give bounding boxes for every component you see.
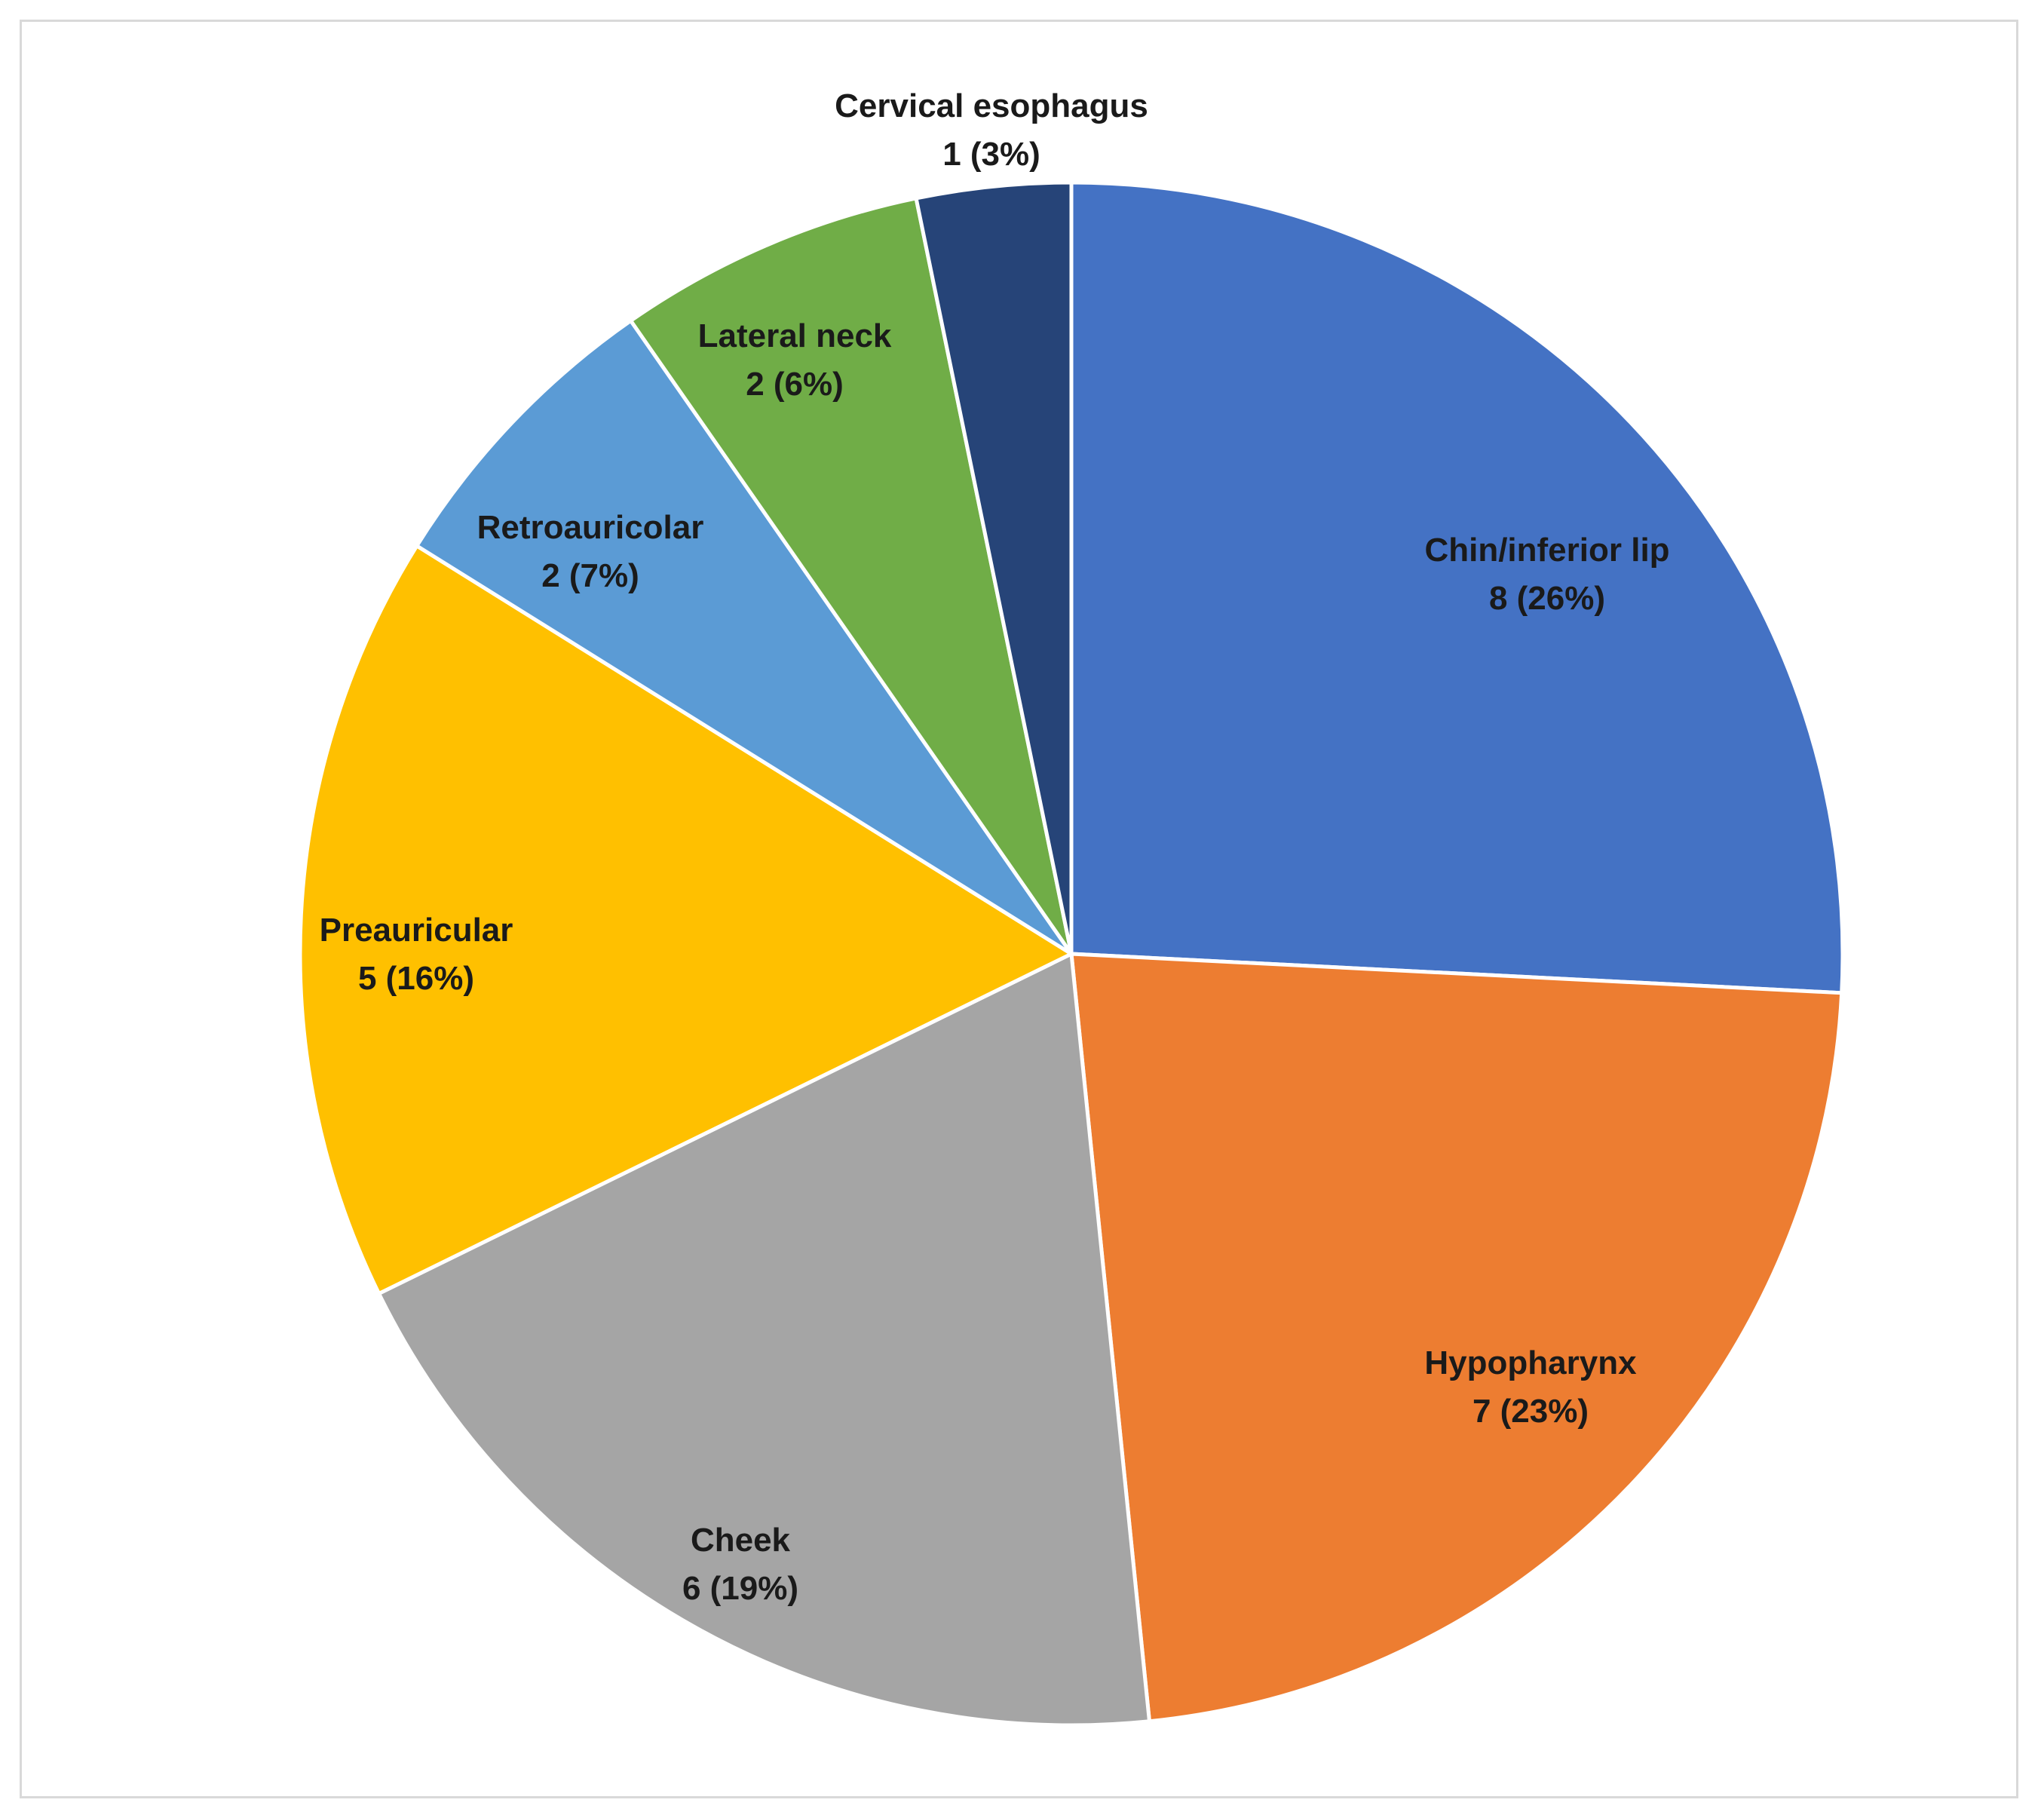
pie-slice-hypopharynx (1069, 952, 1844, 1724)
slice-label-value-lateral-neck: 2 (6%) (746, 366, 844, 403)
pie-slice-cervical-esophagus (914, 180, 1074, 956)
slice-label-value-cervical-esophagus: 1 (3%) (942, 136, 1040, 173)
slice-label-name-hypopharynx: Hypopharynx (1424, 1344, 1637, 1381)
slice-label-name-lateral-neck: Lateral neck (698, 317, 892, 354)
pie-slice-retroauricolar (415, 318, 1074, 956)
slice-label-value-retroauricolar: 2 (7%) (541, 557, 639, 594)
slice-label-value-preauricular: 5 (16%) (358, 960, 474, 997)
slice-label-name-retroauricolar: Retroauricolar (477, 509, 704, 546)
slice-label-name-chin-inferior-lip: Chin/inferior lip (1424, 532, 1669, 569)
pie-slice-lateral-neck (629, 196, 1074, 956)
slice-label-name-cheek: Cheek (691, 1522, 791, 1559)
slice-label-name-cervical-esophagus: Cervical esophagus (835, 87, 1148, 124)
slice-label-name-preauricular: Preauricular (320, 912, 513, 949)
pie-slice-preauricular (298, 544, 1074, 1296)
slice-label-value-cheek: 6 (19%) (682, 1570, 798, 1607)
slice-label-value-chin-inferior-lip: 8 (26%) (1489, 580, 1605, 617)
pie-slice-chin-inferior-lip (1069, 180, 1845, 995)
pie-slice-cheek (377, 952, 1151, 1728)
slice-label-value-hypopharynx: 7 (23%) (1472, 1393, 1589, 1430)
